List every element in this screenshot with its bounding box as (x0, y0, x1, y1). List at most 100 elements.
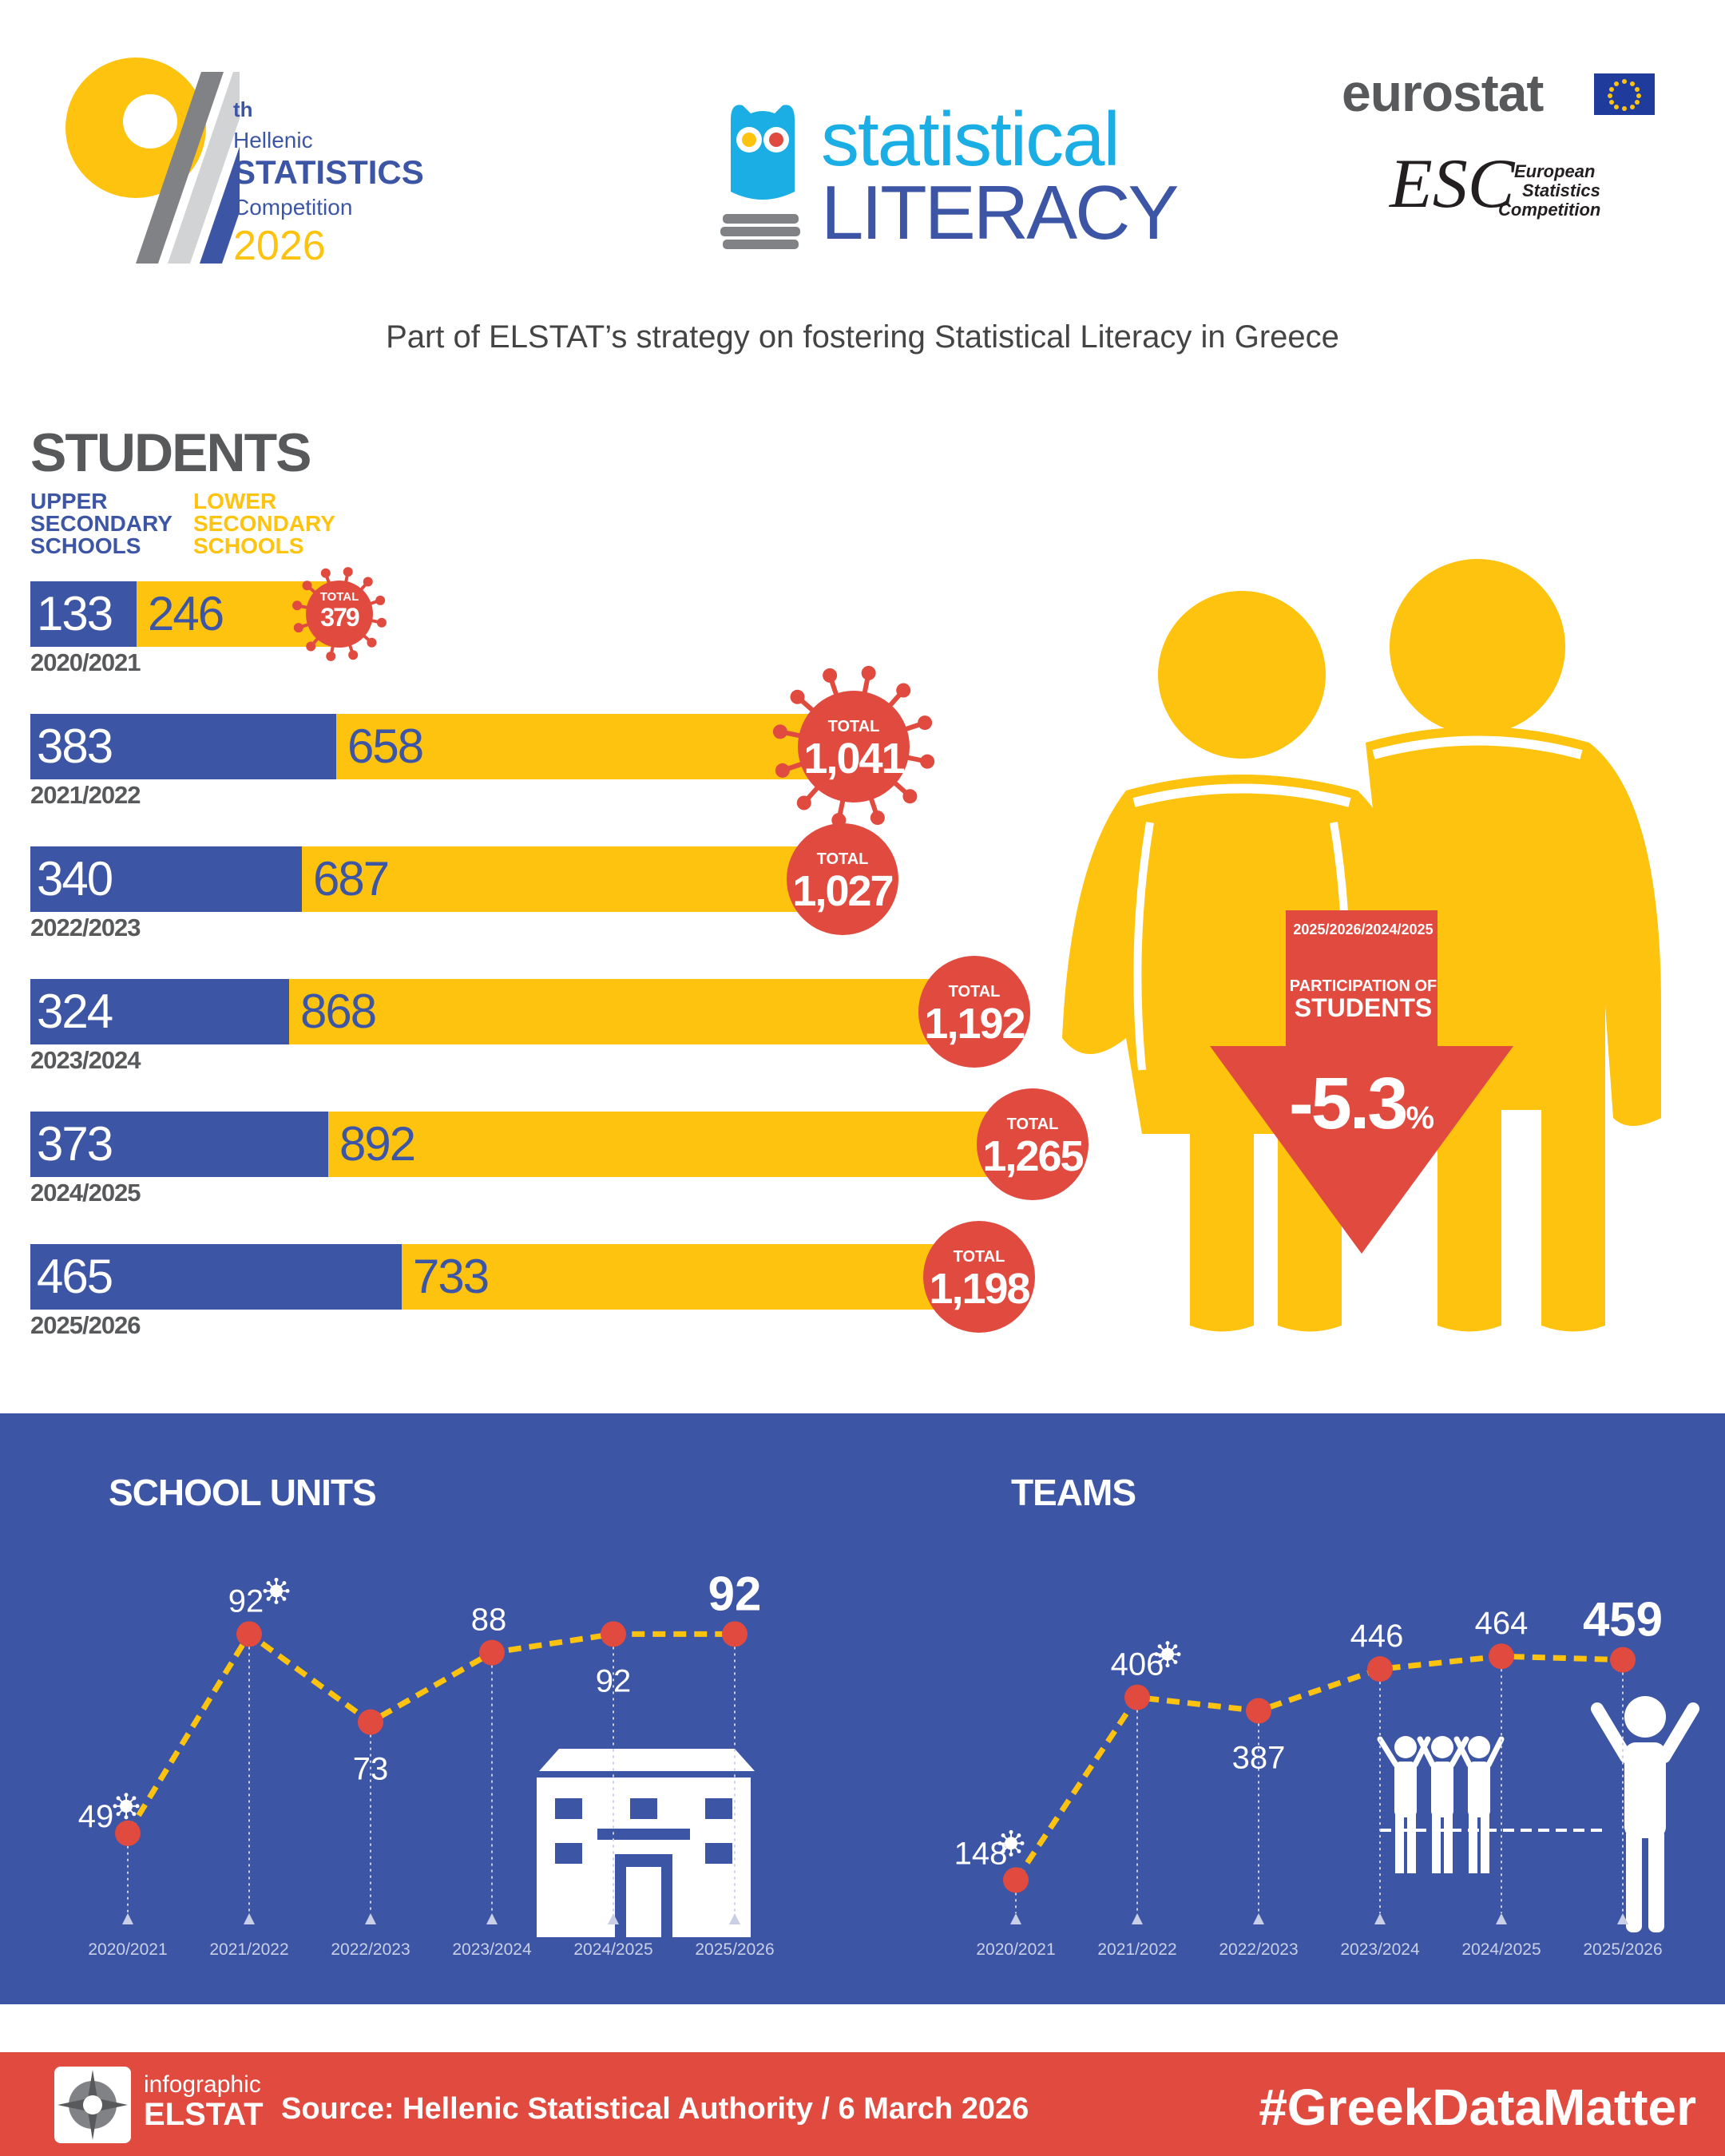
people-illustration-icon (1062, 559, 1661, 1332)
school-units-title: SCHOOL UNITS (109, 1472, 377, 1513)
bar-upper-value: 373 (37, 1117, 113, 1171)
students-bar-row: 133 246 (30, 581, 333, 647)
nine-logo-icon (65, 57, 240, 264)
bar-year-label: 2023/2024 (30, 1046, 141, 1074)
x-tick-label: 2022/2023 (331, 1940, 410, 1959)
virus-spikes-icon (292, 567, 387, 661)
students-bar-row: 383 658 (30, 714, 862, 779)
footer-brand2: ELSTAT (144, 2097, 264, 2132)
legend-upper-line3: SCHOOLS (30, 533, 141, 558)
data-point (1367, 1656, 1393, 1682)
bar-year-label: 2024/2025 (30, 1179, 141, 1207)
total-label: TOTAL (1006, 1116, 1059, 1133)
legend-lower-line1: LOWER (193, 489, 277, 513)
total-badge: TOTAL 1,041 (798, 691, 910, 803)
people-group-icon (1377, 1696, 1699, 1932)
competition-line3: Competition (233, 195, 353, 220)
series-line (125, 1630, 735, 1835)
data-label: 73 (353, 1752, 389, 1787)
x-tick-label: 2022/2023 (1219, 1940, 1298, 1959)
school-building-icon (537, 1749, 755, 1937)
data-point (1246, 1698, 1271, 1724)
axis-tick (486, 1913, 498, 1924)
x-tick-label: 2025/2026 (695, 1940, 774, 1959)
competition-line1: Hellenic (233, 128, 313, 153)
total-label: TOTAL (953, 1248, 1005, 1266)
footer-hashtag: #GreekDataMatter (1259, 2079, 1696, 2136)
bar-lower-value: 658 (347, 719, 424, 773)
x-tick-label: 2020/2021 (88, 1940, 167, 1959)
competition-ordinal: th (233, 97, 253, 121)
axis-tick (1132, 1913, 1143, 1924)
students-bar-row: 465 733 (30, 1244, 987, 1310)
data-point (236, 1621, 262, 1647)
competition-line2: STATISTICS (233, 153, 424, 191)
axis-tick (1496, 1913, 1507, 1924)
bar-upper-secondary: 340 (30, 846, 302, 912)
esc-line1: European (1514, 161, 1596, 181)
x-tick-label: 2023/2024 (452, 1940, 532, 1959)
subtitle: Part of ELSTAT’s strategy on fostering S… (386, 319, 1339, 355)
total-label: TOTAL (948, 983, 1001, 1001)
bar-year-label: 2021/2022 (30, 781, 141, 809)
x-tick-label: 2021/2022 (209, 1940, 288, 1959)
total-badge: TOTAL 1,198 (923, 1221, 1035, 1333)
data-label: 387 (1232, 1740, 1286, 1775)
bar-lower-value: 733 (413, 1250, 490, 1303)
bar-upper-secondary: 133 (30, 581, 137, 647)
bar-lower-value: 892 (339, 1117, 416, 1171)
x-tick-label: 2024/2025 (1461, 1940, 1541, 1959)
students-bar-row: 324 868 (30, 979, 982, 1044)
bar-upper-secondary: 324 (30, 979, 289, 1044)
series-line (1013, 1653, 1624, 1882)
bar-year-label: 2022/2023 (30, 914, 141, 941)
total-badge: TOTAL 1,027 (787, 823, 898, 935)
x-tick-label: 2023/2024 (1340, 1940, 1420, 1959)
students-title: STUDENTS (30, 422, 311, 483)
footer-source: Source: Hellenic Statistical Authority /… (281, 2092, 1029, 2126)
data-point (479, 1639, 505, 1666)
data-point (601, 1621, 626, 1647)
total-badge: TOTAL 1,192 (918, 956, 1030, 1068)
change-label2: STUDENTS (1294, 993, 1433, 1022)
legend-lower: LOWER SECONDARY SCHOOLS (193, 490, 335, 557)
students-bar-row: 373 892 (30, 1112, 1041, 1177)
teams-line-chart: 2020/2021 2021/2022 2022/2023 2023/2024 2024… (954, 1593, 1699, 1959)
x-tick-label: 2021/2022 (1097, 1940, 1176, 1959)
bar-lower-secondary: 892 (328, 1112, 1041, 1177)
footer (0, 2052, 1725, 2156)
data-label: 49 (78, 1799, 114, 1834)
virus-icon (997, 1829, 1025, 1857)
total-value: 1,192 (924, 1000, 1025, 1048)
legend-upper: UPPER SECONDARY SCHOOLS (30, 490, 172, 557)
bar-lower-secondary: 733 (402, 1244, 987, 1310)
owl-on-books-icon (720, 105, 800, 249)
legend-upper-line2: SECONDARY (30, 511, 172, 536)
esc-line2: Statistics (1522, 180, 1600, 200)
data-point (358, 1709, 383, 1735)
competition-logo: th Hellenic STATISTICS Competition 2026 (56, 48, 471, 279)
literacy-line2: LITERACY (821, 170, 1179, 256)
bar-upper-value: 324 (37, 985, 113, 1038)
total-value: 1,041 (803, 735, 905, 783)
statistical-literacy-logo: statistical LITERACY (711, 96, 1179, 256)
bar-lower-value: 246 (148, 587, 224, 640)
bar-lower-secondary: 687 (302, 846, 851, 912)
change-unit: % (1406, 1100, 1435, 1135)
axis-tick (729, 1913, 740, 1924)
data-point (1610, 1647, 1636, 1673)
bar-upper-secondary: 383 (30, 714, 336, 779)
change-label1: PARTICIPATION OF (1289, 977, 1438, 995)
axis-tick (1374, 1913, 1386, 1924)
bar-upper-value: 383 (37, 719, 113, 773)
data-label: 88 (471, 1603, 507, 1638)
school-units-line-chart: 2020/2021 2021/2022 2022/2023 2023/2024 2024… (78, 1567, 775, 1959)
bar-upper-secondary: 465 (30, 1244, 402, 1310)
axis-tick (244, 1913, 255, 1924)
virus-icon (113, 1793, 140, 1820)
esc-logo: ESC European Statistics Competition (1390, 144, 1629, 240)
total-label: TOTAL (319, 590, 359, 604)
axis-tick (1010, 1913, 1021, 1924)
x-tick-label: 2024/2025 (573, 1940, 652, 1959)
data-label: 92 (228, 1583, 264, 1619)
